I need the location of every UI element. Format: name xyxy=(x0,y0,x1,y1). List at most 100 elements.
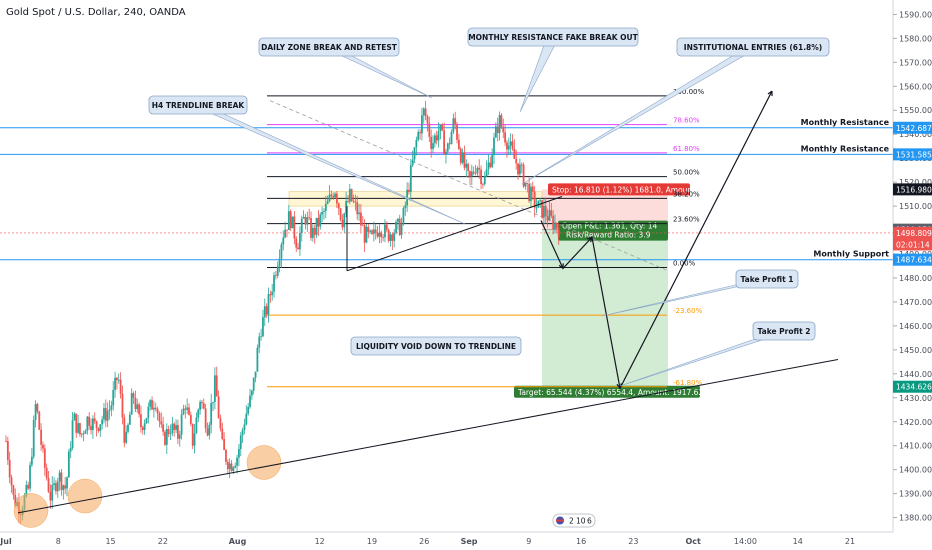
candle-body xyxy=(402,208,405,224)
candle-body xyxy=(219,418,222,429)
trendlines-layer xyxy=(0,90,893,528)
candle-body xyxy=(250,390,253,396)
price-tick-label: 1400.000 xyxy=(899,466,932,475)
candle-body xyxy=(533,191,536,208)
candle-body xyxy=(504,132,507,143)
price-badge-label: 1542.687 xyxy=(896,124,932,133)
candle-body xyxy=(430,136,433,149)
candle-body xyxy=(165,428,168,445)
candle-body xyxy=(372,229,375,234)
candle-body xyxy=(419,132,421,134)
candle-body xyxy=(417,132,420,140)
candle-body xyxy=(546,216,549,221)
candle-body xyxy=(45,467,48,479)
candle-body xyxy=(520,164,523,166)
time-tick-label: 12 xyxy=(315,537,325,546)
candle-body xyxy=(395,221,397,233)
candle-body xyxy=(273,275,275,292)
callout-text-tp2: Take Profit 2 xyxy=(757,327,810,336)
candle-body xyxy=(75,413,78,433)
time-axis[interactable]: Jul 8 15 22 Aug 12 19 26 Sep 9 16 23 Oct 14:00 14 21 xyxy=(0,531,893,546)
price-axis[interactable]: 1380.000 1390.000 1400.000 1410.000 1420.000… xyxy=(892,0,932,532)
candle-body xyxy=(421,115,423,134)
candle-body xyxy=(557,228,560,238)
candle-body xyxy=(132,393,135,398)
price-badge-label: 1434.626 xyxy=(896,383,932,392)
price-tick-label: 1470.000 xyxy=(899,298,932,307)
candle-body xyxy=(555,223,558,229)
candle-body xyxy=(202,403,205,409)
candle-body xyxy=(517,163,519,175)
candle-body xyxy=(160,421,163,425)
candle-body xyxy=(335,193,338,204)
candle-body xyxy=(371,230,373,234)
candle-body xyxy=(328,194,331,202)
stop-label-bg xyxy=(548,183,690,196)
candle-body xyxy=(428,123,431,137)
candle-body xyxy=(432,143,434,149)
flag-badge[interactable]: 2 10 6 xyxy=(552,513,596,528)
time-tick-label: 9 xyxy=(526,537,531,546)
candle-body xyxy=(550,210,553,216)
candle-body xyxy=(354,201,357,203)
projection-path xyxy=(540,90,773,391)
candle-body xyxy=(226,461,229,470)
candle-body xyxy=(73,413,76,421)
candle-body xyxy=(482,183,484,185)
callouts-layer[interactable]: DAILY ZONE BREAK AND RETEST MONTHLY RESIS… xyxy=(148,27,830,387)
candle-body xyxy=(79,423,81,435)
candle-body xyxy=(199,402,201,410)
candle-body xyxy=(47,478,50,492)
candle-body xyxy=(117,379,120,381)
candle-body xyxy=(140,414,142,428)
candle-body xyxy=(548,210,551,221)
price-tick-label: 1430.000 xyxy=(899,394,932,403)
candle-body xyxy=(356,202,359,215)
price-tick-label: 1460.000 xyxy=(899,322,932,331)
candle-body xyxy=(269,294,272,296)
position-tool[interactable]: Stop: 16.810 (1.12%) 1681.0, Amount: 764… xyxy=(514,183,727,398)
candle-body xyxy=(439,124,442,132)
candle-body xyxy=(265,306,268,315)
candle-body xyxy=(223,438,226,450)
price-badge-label: 1498.809 xyxy=(896,229,932,238)
candle-body xyxy=(40,429,43,445)
candle-body xyxy=(334,193,336,198)
time-tick-label: 16 xyxy=(576,537,586,546)
candle-body xyxy=(245,413,248,425)
candle-body xyxy=(358,212,360,215)
risk-reward-label: Risk/Reward Ratio: 3.9 xyxy=(566,231,651,240)
candle-body xyxy=(459,148,462,163)
candle-body xyxy=(310,217,312,238)
candle-body xyxy=(408,189,410,192)
candle-body xyxy=(291,216,294,229)
target-label-bg xyxy=(514,385,700,398)
price-tick-label: 1410.000 xyxy=(899,442,932,451)
candle-body xyxy=(195,417,198,434)
candle-body xyxy=(82,433,85,435)
candle-body xyxy=(452,118,455,132)
candle-body xyxy=(347,201,349,202)
candle-body xyxy=(97,428,100,431)
candle-body xyxy=(489,162,492,167)
candle-body xyxy=(378,232,381,237)
candle-body xyxy=(180,414,183,435)
callout-text-tp1: Take Profit 1 xyxy=(740,275,793,284)
candle-body xyxy=(530,186,532,201)
candle-body xyxy=(396,218,399,222)
level-label: Monthly Resistance xyxy=(801,118,890,127)
candle-body xyxy=(284,229,287,238)
price-badge-label: 02:01:14 xyxy=(896,240,930,249)
candle-body xyxy=(210,402,213,425)
time-tick-label: Jul xyxy=(0,537,12,546)
candle-body xyxy=(485,169,488,177)
candle-body xyxy=(25,484,28,496)
candle-body xyxy=(341,219,344,228)
callout-box xyxy=(752,321,816,341)
price-tick-label: 1550.000 xyxy=(899,106,932,115)
candle-body xyxy=(435,135,438,141)
candle-body xyxy=(228,463,231,470)
candle-body xyxy=(197,409,200,418)
candle-body xyxy=(212,401,214,403)
